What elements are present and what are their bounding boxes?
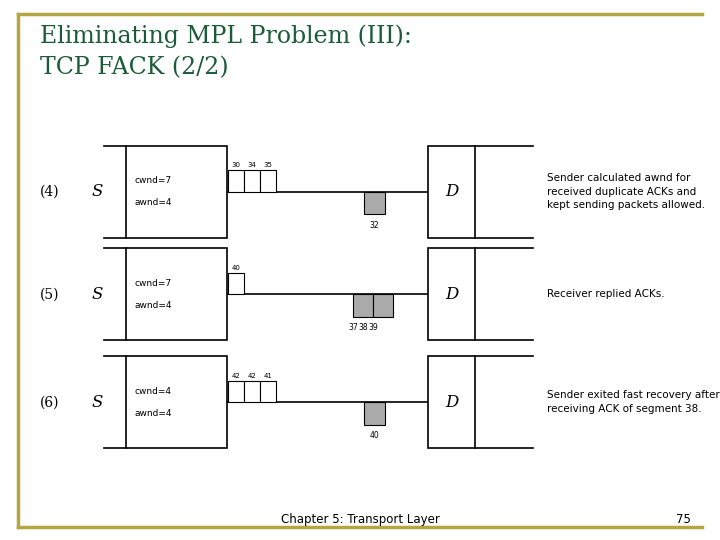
Text: 39: 39 xyxy=(368,323,378,333)
Text: 32: 32 xyxy=(369,221,379,230)
Text: S: S xyxy=(91,183,103,200)
Bar xyxy=(228,170,244,192)
Bar xyxy=(260,381,276,402)
Bar xyxy=(364,192,385,214)
Text: 35: 35 xyxy=(264,163,272,168)
Text: D: D xyxy=(445,394,459,411)
Text: 40: 40 xyxy=(232,265,240,271)
Text: awnd=4: awnd=4 xyxy=(135,198,172,207)
Text: 38: 38 xyxy=(358,323,368,333)
Bar xyxy=(364,402,385,425)
Text: 42: 42 xyxy=(232,373,240,379)
Text: Sender exited fast recovery after
receiving ACK of segment 38.: Sender exited fast recovery after receiv… xyxy=(547,390,720,414)
Text: (4): (4) xyxy=(40,185,59,199)
Text: (6): (6) xyxy=(40,395,59,409)
Text: 42: 42 xyxy=(248,373,256,379)
Bar xyxy=(428,248,475,340)
Text: Chapter 5: Transport Layer: Chapter 5: Transport Layer xyxy=(281,513,439,526)
Text: TCP FACK (2/2): TCP FACK (2/2) xyxy=(40,57,228,80)
Bar xyxy=(244,381,260,402)
Bar xyxy=(244,170,260,192)
Text: cwnd=7: cwnd=7 xyxy=(135,279,172,288)
Bar xyxy=(126,356,227,448)
Text: 41: 41 xyxy=(264,373,272,379)
Text: Eliminating MPL Problem (III):: Eliminating MPL Problem (III): xyxy=(40,24,411,48)
Bar xyxy=(428,356,475,448)
Text: D: D xyxy=(445,183,459,200)
Text: 37: 37 xyxy=(348,323,358,333)
Bar xyxy=(373,294,393,317)
Text: 30: 30 xyxy=(232,163,240,168)
Bar xyxy=(353,294,373,317)
Text: S: S xyxy=(91,394,103,411)
Text: cwnd=7: cwnd=7 xyxy=(135,176,172,185)
Bar xyxy=(428,146,475,238)
Bar xyxy=(126,146,227,238)
Bar xyxy=(126,248,227,340)
Text: cwnd=4: cwnd=4 xyxy=(135,387,171,396)
Text: 34: 34 xyxy=(248,163,256,168)
Text: 40: 40 xyxy=(369,431,379,441)
Text: 75: 75 xyxy=(676,513,691,526)
Text: Sender calculated awnd for
received duplicate ACKs and
kept sending packets allo: Sender calculated awnd for received dupl… xyxy=(547,173,706,210)
Text: awnd=4: awnd=4 xyxy=(135,301,172,310)
Text: Receiver replied ACKs.: Receiver replied ACKs. xyxy=(547,289,665,299)
Bar xyxy=(228,381,244,402)
Text: D: D xyxy=(445,286,459,303)
Text: awnd=4: awnd=4 xyxy=(135,409,172,418)
Text: (5): (5) xyxy=(40,287,59,301)
Bar xyxy=(228,273,244,294)
Text: S: S xyxy=(91,286,103,303)
Bar xyxy=(260,170,276,192)
